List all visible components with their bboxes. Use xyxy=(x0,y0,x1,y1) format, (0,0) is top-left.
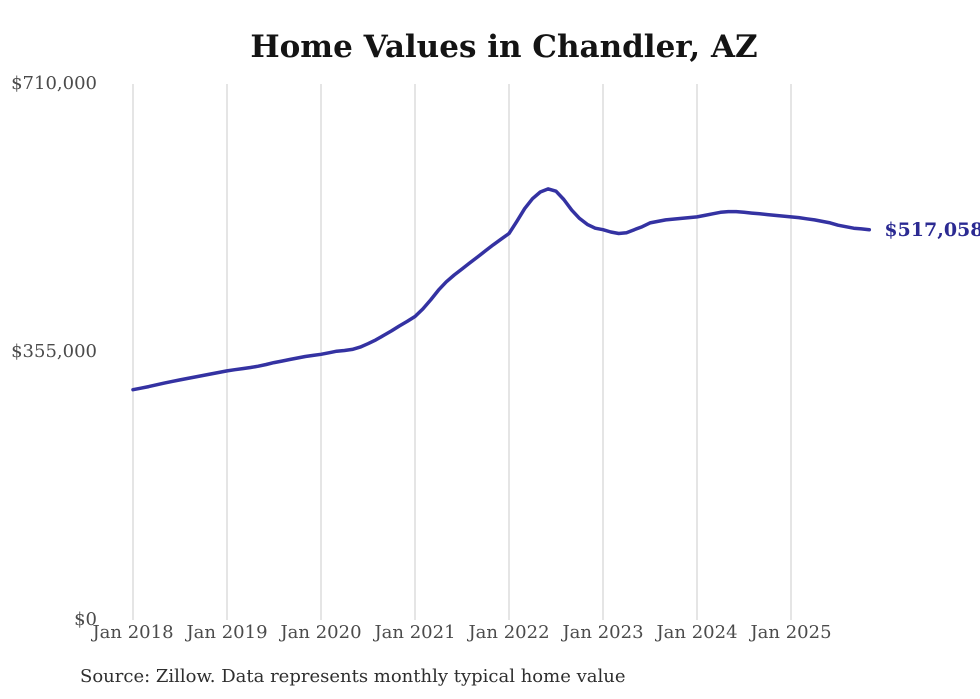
x-axis-label: Jan 2019 xyxy=(186,622,268,643)
y-axis-label: $710,000 xyxy=(11,73,97,94)
latest-value-label: $517,058 xyxy=(884,218,980,241)
x-axis-label: Jan 2021 xyxy=(374,622,456,643)
home-value-line xyxy=(131,187,872,392)
x-axis-label: Jan 2022 xyxy=(468,622,550,643)
x-axis-label: Jan 2025 xyxy=(750,622,832,643)
x-axis-label: Jan 2018 xyxy=(92,622,174,643)
y-axis-label: $0 xyxy=(74,609,97,630)
source-note: Source: Zillow. Data represents monthly … xyxy=(80,666,626,687)
x-axis-label: Jan 2020 xyxy=(280,622,362,643)
chart-title: Home Values in Chandler, AZ xyxy=(250,29,758,65)
x-axis-label: Jan 2023 xyxy=(562,622,644,643)
y-axis-label: $355,000 xyxy=(11,341,97,362)
x-axis-label: Jan 2024 xyxy=(656,622,738,643)
